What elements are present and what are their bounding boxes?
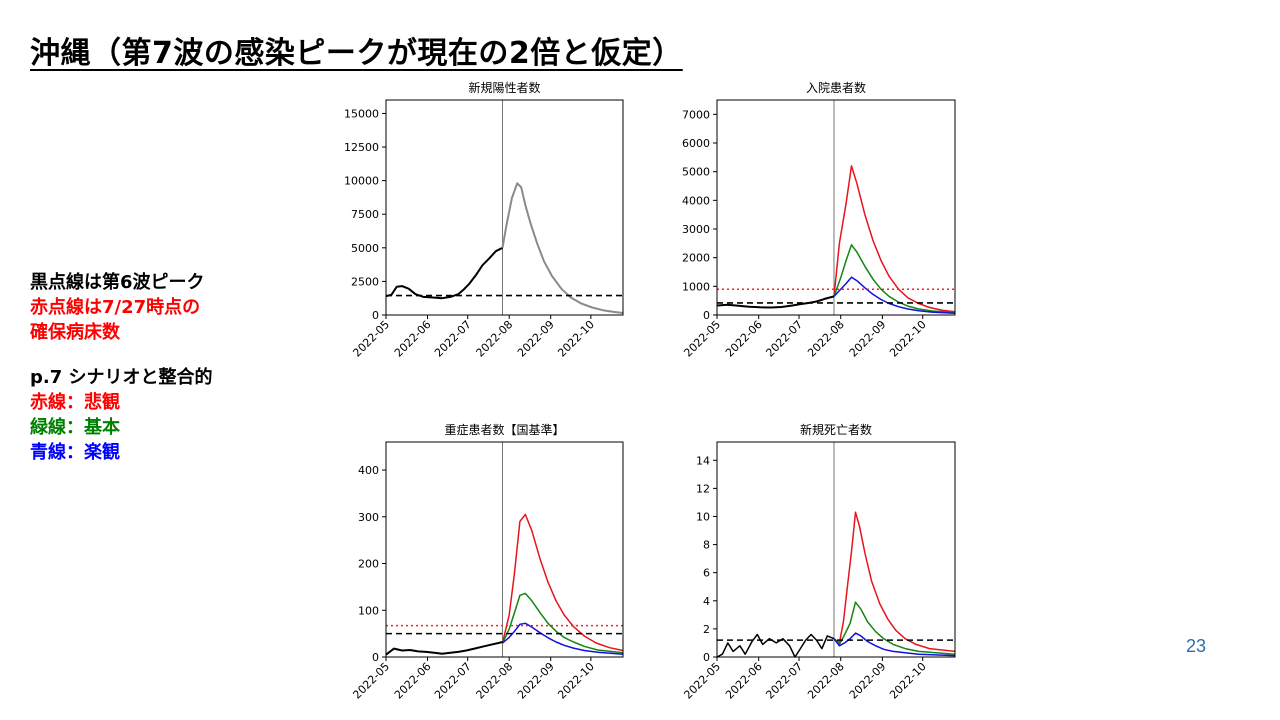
series-optimistic	[833, 632, 956, 657]
x-tick-label: 2022-06	[723, 318, 765, 360]
y-tick-label: 1000	[682, 280, 710, 293]
series-pessimistic	[833, 165, 956, 313]
chart-hospitalized: 入院患者数 0 1000 2000 3000 4000 5000 6000 7000 2022-0…	[681, 80, 956, 360]
x-tick-label: 2022-10	[555, 660, 597, 702]
series-base	[833, 601, 956, 655]
note-red-line: 赤線：悲観	[30, 392, 120, 413]
note-blue-line: 青線：楽観	[30, 442, 120, 463]
note-green-line: 緑線：基本	[30, 417, 120, 438]
y-tick-label: 2500	[351, 275, 379, 288]
x-tick-label: 2022-10	[887, 318, 929, 360]
x-tick-label: 2022-08	[474, 318, 516, 360]
y-tick-label: 8	[703, 539, 710, 552]
y-tick-label: 6000	[682, 137, 710, 150]
y-tick-label: 0	[372, 651, 379, 664]
x-tick-label: 2022-09	[847, 318, 889, 360]
y-tick-label: 0	[703, 309, 710, 322]
plot-frame	[385, 441, 624, 658]
y-tick-label: 100	[358, 604, 379, 617]
plot-frame	[385, 99, 624, 316]
y-tick-label: 10000	[344, 175, 379, 188]
y-tick-label: 12	[696, 482, 710, 495]
x-tick-label: 2022-07	[763, 660, 805, 702]
x-tick-label: 2022-06	[392, 660, 434, 702]
y-tick-label: 0	[372, 309, 379, 322]
series-base	[833, 244, 956, 314]
series-observed	[716, 295, 835, 309]
y-tick-label: 7000	[682, 108, 710, 121]
series-base	[501, 592, 624, 654]
y-tick-label: 15000	[344, 107, 379, 120]
series-optimistic	[833, 276, 956, 315]
x-tick-label: 2022-05	[681, 660, 723, 702]
x-tick-label: 2022-10	[887, 660, 929, 702]
chart-title: 入院患者数	[806, 80, 866, 95]
chart-new-cases: 新規陽性者数 0 2500 5000 7500 10000 12500 15000 2022-0…	[344, 80, 624, 360]
x-tick-label: 2022-06	[723, 660, 765, 702]
series-projection	[501, 182, 624, 314]
y-tick-label: 2000	[682, 252, 710, 265]
chart-title: 新規陽性者数	[468, 80, 540, 95]
x-tick-label: 2022-08	[474, 660, 516, 702]
plot-area	[385, 100, 624, 315]
slide-title: 沖縄（第7波の感染ピークが現在の2倍と仮定）	[30, 36, 683, 71]
chart-title: 重症患者数【国基準】	[444, 422, 564, 437]
y-tick-label: 200	[358, 558, 379, 571]
notes-panel: 黒点線は第6波ピーク 赤点線は7/27時点の 確保病床数 p.7 シナリオと整合…	[30, 270, 213, 465]
note-red-dotted-cont: 確保病床数	[30, 322, 120, 343]
series-observed	[716, 633, 835, 658]
series-optimistic	[502, 622, 624, 655]
plot-area	[716, 442, 956, 658]
y-tick-label: 3000	[682, 223, 710, 236]
x-tick-label: 2022-05	[350, 660, 392, 702]
note-scenario: p.7 シナリオと整合的	[30, 367, 213, 388]
y-tick-label: 300	[358, 511, 379, 524]
y-tick-label: 5000	[682, 166, 710, 179]
x-tick-label: 2022-09	[515, 660, 557, 702]
y-tick-label: 10	[696, 510, 710, 523]
series-observed	[385, 641, 503, 656]
plot-area	[716, 100, 956, 315]
y-tick-label: 12500	[344, 141, 379, 154]
y-tick-label: 4	[703, 595, 710, 608]
y-tick-label: 2	[703, 623, 710, 636]
x-tick-label: 2022-08	[805, 660, 847, 702]
plot-frame	[716, 99, 956, 316]
x-tick-label: 2022-07	[432, 660, 474, 702]
x-tick-label: 2022-07	[432, 318, 474, 360]
y-tick-label: 6	[703, 567, 710, 580]
note-red-dotted: 赤点線は7/27時点の	[30, 297, 201, 318]
series-observed	[385, 246, 503, 300]
plot-frame	[716, 441, 956, 658]
x-tick-label: 2022-08	[805, 318, 847, 360]
chart-title: 新規死亡者数	[800, 422, 872, 437]
x-tick-label: 2022-05	[350, 318, 392, 360]
y-tick-label: 7500	[351, 208, 379, 221]
y-tick-label: 4000	[682, 194, 710, 207]
plot-area	[385, 442, 624, 657]
x-tick-label: 2022-09	[847, 660, 889, 702]
x-tick-label: 2022-09	[515, 318, 557, 360]
x-tick-label: 2022-06	[392, 318, 434, 360]
y-tick-label: 5000	[351, 242, 379, 255]
note-black-dotted: 黒点線は第6波ピーク	[30, 272, 205, 293]
x-tick-label: 2022-10	[555, 318, 597, 360]
page-number: 23	[1186, 636, 1207, 656]
x-tick-label: 2022-07	[763, 318, 805, 360]
y-tick-label: 14	[696, 454, 710, 467]
y-tick-label: 0	[703, 651, 710, 664]
y-tick-label: 400	[358, 464, 379, 477]
series-pessimistic	[501, 513, 624, 652]
x-tick-label: 2022-05	[681, 318, 723, 360]
series-pessimistic	[833, 511, 956, 653]
